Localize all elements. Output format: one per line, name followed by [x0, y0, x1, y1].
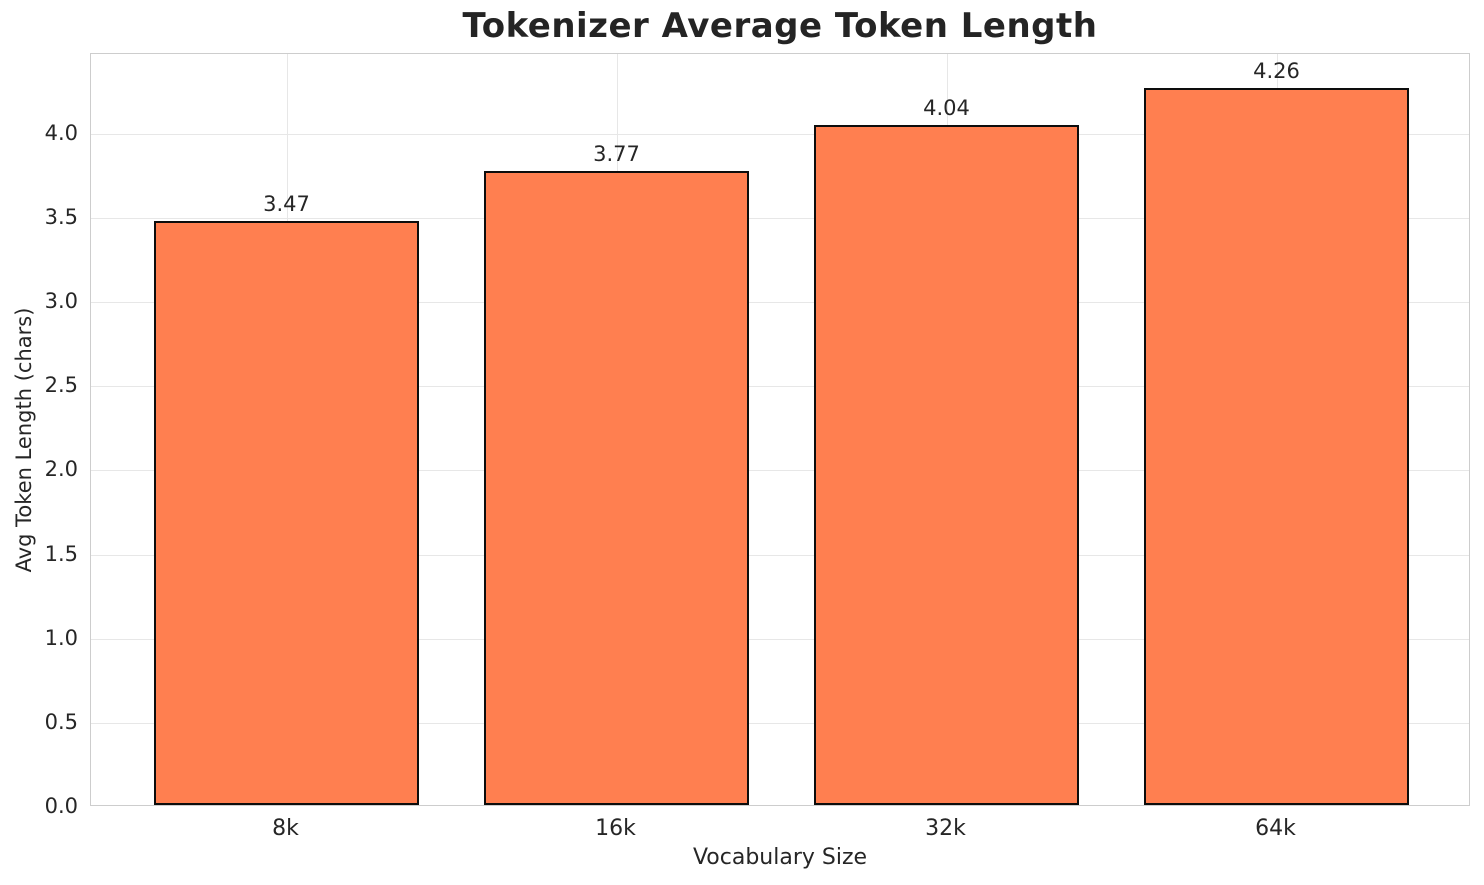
y-tick-label: 2.0: [44, 457, 78, 482]
x-tick-label-32k: 32k: [925, 816, 966, 841]
plot-area: 3.47 3.77 4.04 4.26: [90, 53, 1470, 806]
bar-value-label: 3.47: [263, 192, 310, 217]
bar-value-label: 3.77: [593, 141, 640, 166]
y-tick-label: 1.0: [44, 625, 78, 650]
gridline-horizontal: [91, 470, 1469, 472]
y-tick-label: 2.5: [44, 373, 78, 398]
y-tick-label: 0.5: [44, 709, 78, 734]
y-tick-label: 1.5: [44, 541, 78, 566]
gridline-horizontal: [91, 133, 1469, 135]
bar-16k: [484, 170, 749, 805]
bar-value-label: 4.26: [1253, 59, 1300, 84]
x-tick-label-16k: 16k: [595, 816, 636, 841]
y-tick-label: 0.0: [44, 794, 78, 818]
y-tick-label: 3.5: [44, 205, 78, 230]
chart-title: Tokenizer Average Token Length: [462, 6, 1098, 46]
bar-32k: [814, 125, 1079, 805]
x-tick-label-8k: 8k: [272, 816, 299, 841]
y-axis-label: Avg Token Length (chars): [12, 307, 36, 573]
gridline-horizontal: [91, 302, 1469, 304]
gridline-horizontal: [91, 722, 1469, 724]
gridline-horizontal: [91, 638, 1469, 640]
gridline-horizontal: [91, 386, 1469, 388]
bar-64k: [1144, 88, 1409, 805]
gridline-horizontal: [91, 218, 1469, 220]
y-tick-label: 4.0: [44, 120, 78, 145]
gridline-horizontal: [91, 554, 1469, 556]
x-axis-label: Vocabulary Size: [692, 845, 868, 870]
y-tick-label: 3.0: [44, 289, 78, 314]
bar-value-label: 4.04: [923, 96, 970, 121]
bar-8k: [154, 221, 419, 805]
x-tick-label-64k: 64k: [1255, 816, 1296, 841]
